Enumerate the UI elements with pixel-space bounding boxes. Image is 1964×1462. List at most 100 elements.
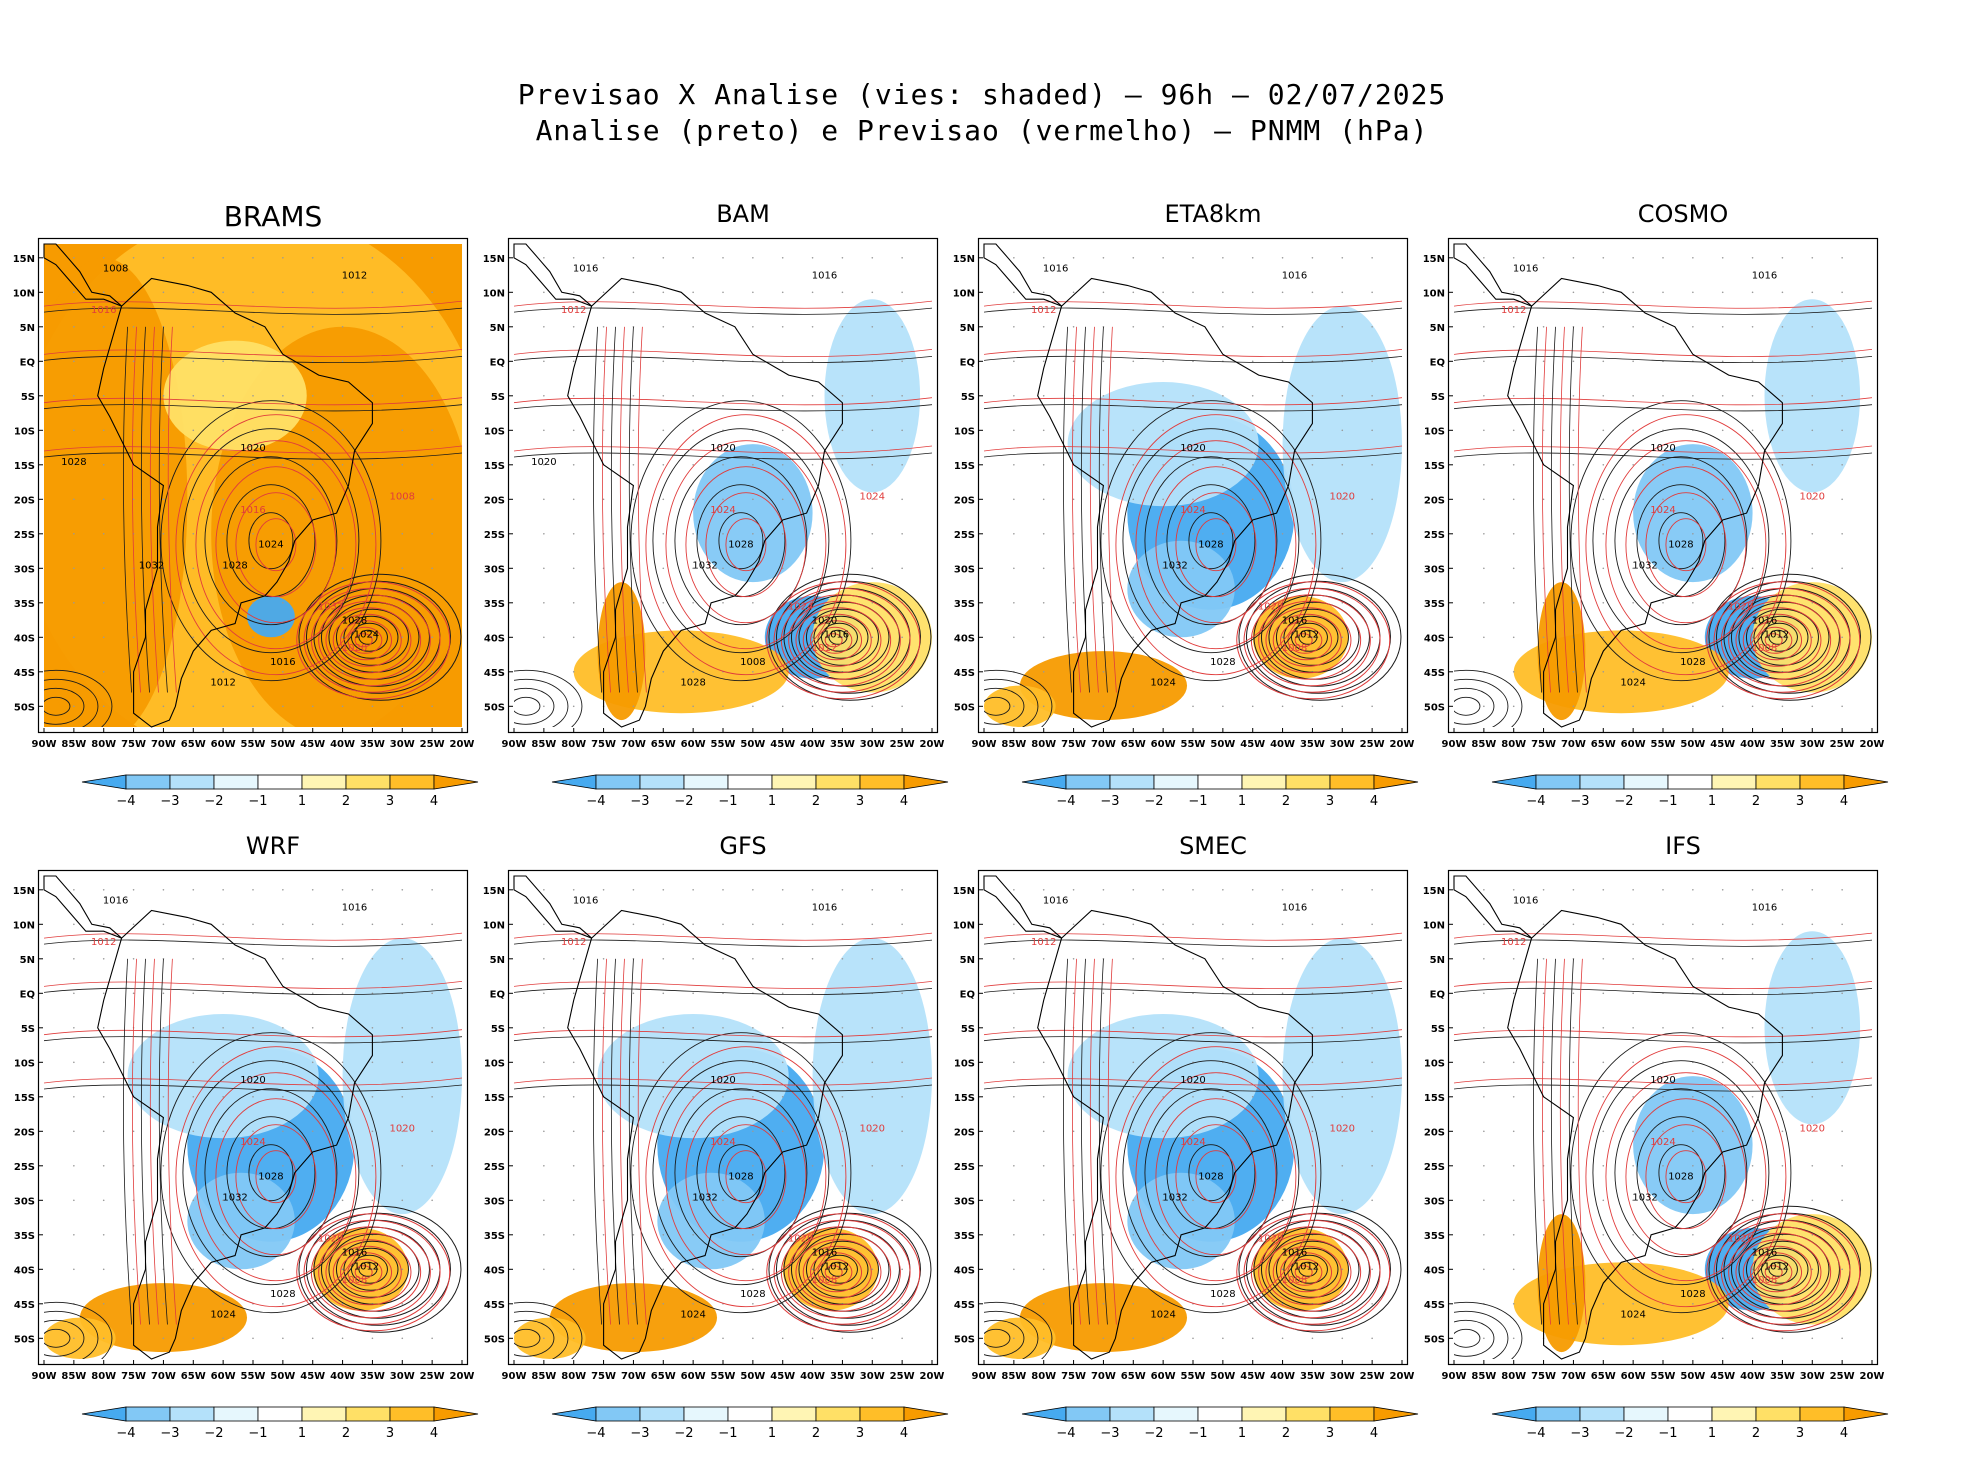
grid-dot — [282, 498, 284, 501]
grid-dot — [1483, 1061, 1485, 1064]
contour-label: 1012 — [1294, 1261, 1319, 1272]
grid-dot — [431, 395, 433, 397]
grid-dot — [692, 1337, 694, 1340]
central-america-outline — [1453, 243, 1532, 307]
analysis-isobar — [984, 1036, 1402, 1044]
grid-dot — [662, 636, 665, 639]
grid-dot — [401, 923, 404, 926]
colorbar-segment — [389, 774, 435, 790]
grid-dot — [543, 958, 545, 960]
grid-dot — [1132, 498, 1135, 501]
lat-tick-label: 20S — [14, 495, 35, 506]
lat-tick-label: 10S — [954, 1058, 975, 1069]
grid-dot — [401, 567, 404, 570]
grid-dot — [1483, 464, 1485, 466]
grid-dot — [252, 1130, 254, 1133]
colorbar-arrow-high — [433, 774, 479, 790]
grid-dot — [222, 464, 224, 466]
analysis-isobar — [305, 580, 451, 694]
grid-dot — [1751, 958, 1754, 960]
grid-dot — [543, 1199, 545, 1202]
grid-dot — [1542, 992, 1545, 995]
contour-label: 1028 — [258, 1172, 283, 1183]
grid-dot — [662, 602, 665, 604]
grid-dot — [102, 257, 105, 259]
grid-dot — [1542, 291, 1545, 294]
forecast-isobar — [1107, 326, 1117, 693]
colorbar-label: −1 — [1658, 794, 1677, 809]
colorbar-segment — [1065, 1406, 1111, 1422]
grid-dot — [252, 291, 254, 294]
colorbar-segment — [257, 774, 303, 790]
lat-tick-label: 40S — [1424, 1265, 1445, 1276]
grid-dot — [1662, 889, 1664, 891]
grid-dot — [1841, 958, 1843, 960]
grid-dot — [1602, 889, 1605, 891]
grid-dot — [73, 1268, 75, 1271]
grid-dot — [722, 602, 724, 604]
contour-label: 1020 — [1800, 1123, 1825, 1134]
analysis-isobar — [343, 615, 399, 659]
grid-dot — [871, 326, 874, 328]
grid-dot — [1781, 992, 1784, 995]
bias-patch — [1067, 1014, 1259, 1139]
grid-dot — [1251, 429, 1254, 432]
grid-dot — [162, 1165, 165, 1167]
grid-dot — [222, 1337, 224, 1340]
grid-dot — [1042, 923, 1045, 926]
grid-dot — [1602, 1234, 1605, 1236]
colorbar-label: 2 — [1752, 794, 1760, 809]
analysis-isobar — [1275, 608, 1349, 666]
bias-shading — [44, 938, 462, 1359]
grid-dot — [1281, 1268, 1284, 1271]
forecast-isobar — [1280, 1252, 1333, 1293]
grid-dot — [871, 1199, 874, 1202]
grid-dot — [222, 1027, 224, 1029]
forecast-isobar — [332, 1245, 402, 1299]
grid-dot — [282, 1096, 284, 1098]
grid-dot — [632, 429, 635, 432]
grid-dot — [632, 602, 635, 604]
grid-dot — [1132, 1165, 1135, 1167]
grid-dot — [871, 1303, 874, 1305]
grid-dot — [1162, 889, 1164, 891]
analysis-isobar — [44, 452, 462, 460]
grid-dot — [1483, 1130, 1485, 1133]
contour-label: 1028 — [740, 1289, 765, 1300]
analysis-isobar — [1298, 1261, 1318, 1277]
bias-patch — [79, 1283, 248, 1353]
grid-dot — [1751, 1337, 1754, 1340]
analysis-isobar — [984, 1310, 1039, 1359]
grid-dot — [543, 429, 545, 432]
grid-dot — [572, 992, 575, 995]
grid-dot — [371, 1061, 374, 1064]
grid-dot — [1132, 1234, 1135, 1236]
grid-dot — [73, 1027, 75, 1029]
grid-dot — [102, 360, 105, 363]
lat-tick-label: 10S — [1424, 1058, 1445, 1069]
grid-dot — [781, 958, 784, 960]
grid-dot — [311, 705, 314, 708]
grid-dot — [371, 889, 374, 891]
grid-dot — [811, 992, 814, 995]
grid-dot — [1042, 705, 1045, 708]
colorbar-label: 3 — [1796, 1426, 1804, 1441]
contour-label: 1028 — [680, 678, 705, 689]
analysis-isobar — [768, 573, 932, 701]
lon-tick-label: 50W — [1210, 1371, 1235, 1382]
colorbar-label: −3 — [630, 794, 649, 809]
grid-dot — [1132, 464, 1135, 466]
bias-shading — [514, 938, 932, 1359]
colorbar-label: 1 — [1708, 1426, 1716, 1441]
grid-dots — [1013, 889, 1373, 1340]
grid-dot — [901, 291, 903, 294]
colorbar-label: 3 — [1326, 1426, 1334, 1441]
analysis-isobar — [514, 1301, 583, 1359]
colorbar-segment — [1153, 774, 1199, 790]
contour-label: 1020 — [1258, 602, 1283, 613]
colorbar-arrow-low — [551, 774, 597, 790]
grid-dot — [572, 1096, 575, 1098]
grid-dot — [662, 326, 665, 328]
grid-dot — [901, 395, 903, 397]
forecast-isobar — [810, 620, 863, 661]
